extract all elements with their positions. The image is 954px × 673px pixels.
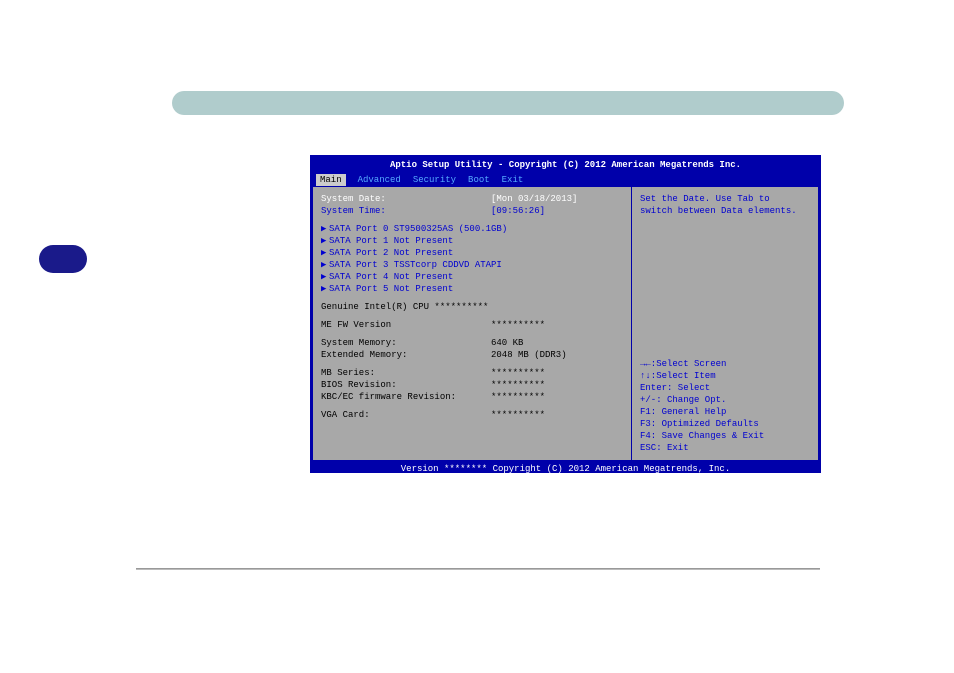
tab-main[interactable]: Main: [316, 174, 346, 186]
key-optimized-defaults: F3: Optimized Defaults: [640, 418, 810, 430]
system-memory-label: System Memory:: [321, 337, 491, 349]
cpu-line: Genuine Intel(R) CPU **********: [321, 301, 623, 313]
triangle-right-icon: ▶: [321, 259, 329, 271]
sata-port-0[interactable]: SATA Port 0 ST9500325AS (500.1GB): [329, 224, 507, 234]
page-divider: [136, 568, 820, 570]
help-text-line2: switch between Data elements.: [640, 205, 810, 217]
tab-boot[interactable]: Boot: [468, 174, 490, 186]
bios-title: Aptio Setup Utility - Copyright (C) 2012…: [312, 157, 819, 173]
bios-help-panel: Set the Date. Use Tab to switch between …: [632, 187, 819, 461]
key-general-help: F1: General Help: [640, 406, 810, 418]
vga-card-value: **********: [491, 409, 623, 421]
triangle-right-icon: ▶: [321, 283, 329, 295]
key-legend: →←:Select Screen ↑↓:Select Item Enter: S…: [640, 298, 810, 454]
triangle-right-icon: ▶: [321, 247, 329, 259]
key-enter: Enter: Select: [640, 382, 810, 394]
me-fw-value: **********: [491, 319, 623, 331]
sata-port-4[interactable]: SATA Port 4 Not Present: [329, 272, 453, 282]
extended-memory-label: Extended Memory:: [321, 349, 491, 361]
system-date-value[interactable]: [Mon 03/18/2013]: [491, 193, 623, 205]
kbc-ec-label: KBC/EC firmware Revision:: [321, 391, 491, 403]
extended-memory-value: 2048 MB (DDR3): [491, 349, 623, 361]
bios-setup-window: Aptio Setup Utility - Copyright (C) 2012…: [310, 155, 821, 473]
system-date-label: System Date:: [321, 193, 491, 205]
system-memory-value: 640 KB: [491, 337, 623, 349]
bios-tab-bar: Main Advanced Security Boot Exit: [312, 173, 819, 187]
sata-port-3[interactable]: SATA Port 3 TSSTcorp CDDVD ATAPI: [329, 260, 502, 270]
kbc-ec-value: **********: [491, 391, 623, 403]
sata-port-2[interactable]: SATA Port 2 Not Present: [329, 248, 453, 258]
sata-port-1[interactable]: SATA Port 1 Not Present: [329, 236, 453, 246]
mb-series-value: **********: [491, 367, 623, 379]
tab-advanced[interactable]: Advanced: [358, 174, 401, 186]
key-select-screen: →←:Select Screen: [640, 358, 810, 370]
side-badge: [39, 245, 87, 273]
triangle-right-icon: ▶: [321, 223, 329, 235]
me-fw-label: ME FW Version: [321, 319, 491, 331]
triangle-right-icon: ▶: [321, 235, 329, 247]
tab-security[interactable]: Security: [413, 174, 456, 186]
system-time-label: System Time:: [321, 205, 491, 217]
key-save-exit: F4: Save Changes & Exit: [640, 430, 810, 442]
page-header-bar: [172, 91, 844, 115]
vga-card-label: VGA Card:: [321, 409, 491, 421]
system-time-value[interactable]: [09:56:26]: [491, 205, 623, 217]
bios-main-panel: System Date: [Mon 03/18/2013] System Tim…: [312, 187, 632, 461]
bios-revision-value: **********: [491, 379, 623, 391]
key-select-item: ↑↓:Select Item: [640, 370, 810, 382]
bios-revision-label: BIOS Revision:: [321, 379, 491, 391]
mb-series-label: MB Series:: [321, 367, 491, 379]
bios-body: System Date: [Mon 03/18/2013] System Tim…: [312, 187, 819, 461]
key-esc: ESC: Exit: [640, 442, 810, 454]
key-change-opt: +/-: Change Opt.: [640, 394, 810, 406]
sata-port-5[interactable]: SATA Port 5 Not Present: [329, 284, 453, 294]
triangle-right-icon: ▶: [321, 271, 329, 283]
bios-footer: Version ******** Copyright (C) 2012 Amer…: [312, 461, 819, 477]
help-text-line1: Set the Date. Use Tab to: [640, 193, 810, 205]
tab-exit[interactable]: Exit: [502, 174, 524, 186]
